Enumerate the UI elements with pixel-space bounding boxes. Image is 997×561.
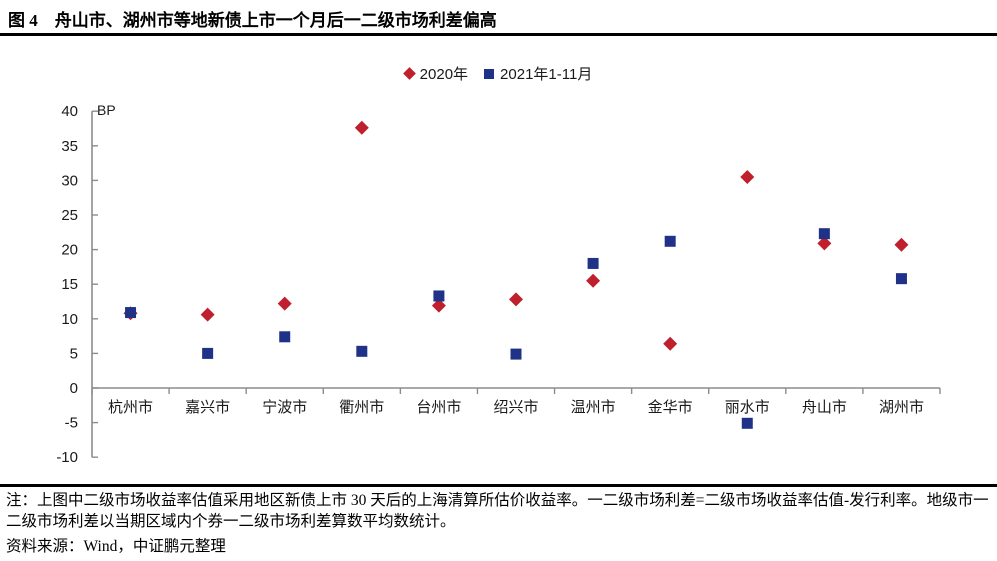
square-marker-icon [484, 68, 495, 79]
y-axis-tick-label: 25 [61, 207, 78, 224]
scatter-point-diamond [509, 292, 523, 307]
scatter-point-square [202, 347, 214, 359]
scatter-chart-canvas: 40 35 30 25 20 15 10 5 0 -5 -10 BP 杭州市 嘉兴市 宁波市 衢州市 台州市 绍兴… [56, 102, 941, 466]
x-axis-category-label: 绍兴市 [493, 399, 538, 416]
y-axis-tick-label: 35 [61, 138, 78, 155]
x-axis-category-label: 嘉兴市 [185, 399, 230, 416]
scatter-point-square [125, 307, 137, 319]
y-axis-tick-label: 10 [61, 311, 78, 328]
y-axis-tick-label: 0 [70, 380, 78, 397]
scatter-point-diamond [740, 169, 755, 184]
scatter-point-diamond [277, 296, 292, 311]
x-axis-category-label: 杭州市 [108, 399, 153, 416]
legend-item-2021: 2021年1-11月 [484, 63, 592, 84]
figure-title: 图 4 舟山市、湖州市等地新债上市一个月后一二级市场利差偏高 [8, 11, 497, 30]
y-axis-tick-label: -5 [65, 415, 78, 432]
y-axis-tick-label: -10 [56, 449, 78, 466]
y-axis-unit-label: BP [97, 102, 116, 118]
diamond-marker-icon [402, 67, 416, 80]
y-axis-tick-label: 5 [70, 345, 78, 362]
scatter-point-diamond [354, 120, 369, 135]
x-axis-category-label: 湖州市 [879, 399, 924, 416]
scatter-point-diamond [817, 236, 832, 251]
legend-label-2021: 2021年1-11月 [500, 66, 593, 83]
x-axis-category-label: 衢州市 [339, 399, 384, 416]
y-axis-tick-label: 30 [61, 172, 78, 189]
scatter-point-square [356, 345, 368, 357]
scatter-point-square [818, 228, 830, 240]
y-axis-tick-label: 15 [61, 276, 78, 293]
scatter-point-square [741, 417, 753, 429]
x-axis-category-label: 丽水市 [725, 399, 770, 416]
chart-legend: 2020年 2021年1-11月 [0, 63, 997, 84]
x-axis-category-label: 台州市 [416, 399, 461, 416]
data-source: 资料来源：Wind，中证鹏元整理 [6, 538, 226, 555]
scatter-point-diamond [586, 273, 601, 288]
x-axis-category-label: 宁波市 [262, 399, 307, 416]
y-axis-tick-label: 40 [61, 103, 78, 120]
x-axis-category-label: 金华市 [648, 399, 693, 416]
footnote-divider [0, 484, 997, 487]
scatter-point-square [587, 257, 599, 269]
legend-label-2020: 2020年 [419, 66, 469, 83]
scatter-point-square [664, 235, 676, 247]
scatter-point-square [433, 290, 445, 302]
scatter-point-square [279, 331, 291, 343]
x-axis-category-label: 舟山市 [802, 399, 847, 416]
x-axis-category-label: 温州市 [571, 399, 616, 416]
scatter-point-square [895, 273, 907, 285]
chart-note: 注：上图中二级市场收益率估值采用地区新债上市 30 天后的上海清算所估价收益率。… [6, 492, 989, 530]
scatter-point-square [510, 348, 522, 360]
scatter-chart: 40 35 30 25 20 15 10 5 0 -5 -10 BP 杭州市 嘉兴市 宁波市 衢州市 台州市 绍兴… [0, 95, 997, 475]
legend-item-2020: 2020年 [402, 63, 469, 84]
scatter-point-diamond [894, 237, 909, 252]
scatter-point-diamond [200, 307, 215, 322]
y-axis-tick-label: 20 [61, 242, 78, 259]
scatter-point-diamond [663, 336, 678, 351]
title-divider [0, 33, 997, 36]
scatter-point-diamond [431, 298, 446, 313]
